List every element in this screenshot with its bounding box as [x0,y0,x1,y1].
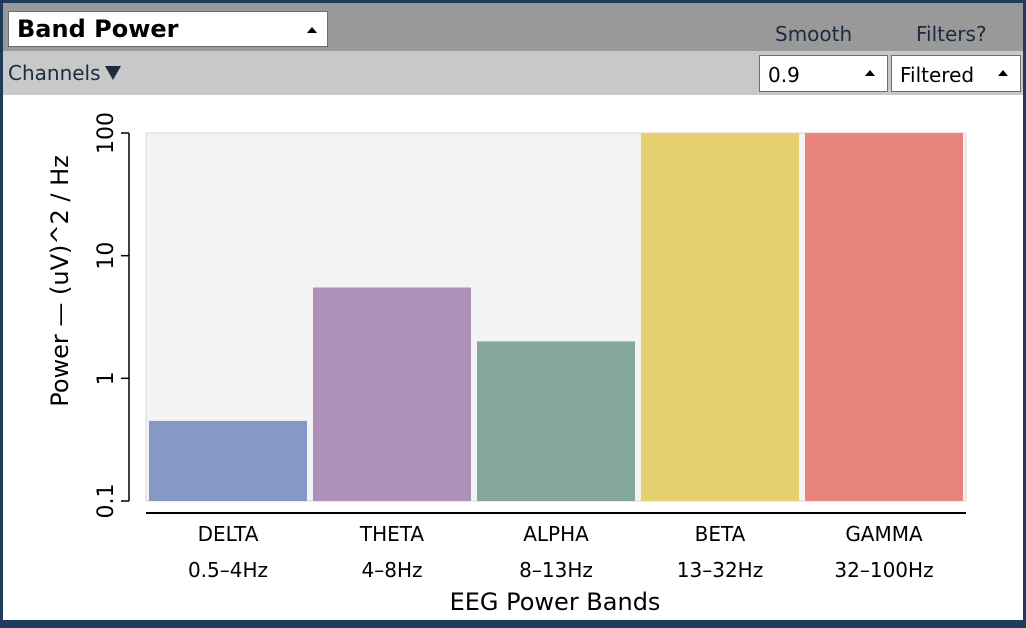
y-tick-label: 1 [94,371,119,385]
widget-toolbar: Channels 0.9 Filtered [3,51,1023,95]
x-tick-label-theta: THETA [359,522,425,546]
x-tick-label-beta: BETA [695,522,746,546]
smooth-value: 0.9 [768,63,800,87]
x-range-label-beta: 13–32Hz [677,558,763,582]
filters-dropdown[interactable]: Filtered [891,55,1021,92]
band-power-widget: Band Power Smooth Filters? Channels 0.9 … [3,3,1023,620]
y-tick-label: 100 [94,112,119,154]
bar-delta [149,420,307,501]
smooth-dropdown[interactable]: 0.9 [759,55,888,92]
x-axis-label: EEG Power Bands [450,588,661,616]
y-tick-label: 10 [94,242,119,270]
smooth-label: Smooth [775,22,853,46]
bar-gamma [805,133,963,501]
bar-theta [313,287,471,501]
filters-value: Filtered [900,63,975,87]
caret-up-icon [865,70,875,76]
channels-label: Channels [8,61,101,85]
widget-title: Band Power [17,15,179,43]
x-range-label-alpha: 8–13Hz [519,558,593,582]
x-tick-label-delta: DELTA [198,522,259,546]
filters-label: Filters? [916,22,987,46]
x-tick-label-alpha: ALPHA [523,522,589,546]
bar-alpha [477,341,635,501]
x-range-label-delta: 0.5–4Hz [188,558,268,582]
triangle-down-icon [104,66,121,80]
y-tick-label: 0.1 [94,484,119,519]
chart-svg: 0.1 1 10 100 DELTA 0.5–4Hz THETA 4–8Hz ALPHA 8–1… [46,112,967,616]
band-power-chart: 0.1 1 10 100 DELTA 0.5–4Hz THETA 4–8Hz ALPHA 8–1… [3,95,1023,620]
y-axis-label: Power — (uV)^2 / Hz [46,155,74,407]
caret-up-icon [307,27,317,33]
caret-up-icon [998,70,1008,76]
bar-beta [641,133,799,501]
x-range-label-theta: 4–8Hz [362,558,423,582]
channels-dropdown[interactable]: Channels [8,61,121,85]
x-tick-label-gamma: GAMMA [845,522,923,546]
x-range-label-gamma: 32–100Hz [834,558,933,582]
window-bottom-border [0,620,1026,628]
widget-header: Band Power Smooth Filters? [3,3,1023,51]
widget-selector-dropdown[interactable]: Band Power [8,11,328,47]
